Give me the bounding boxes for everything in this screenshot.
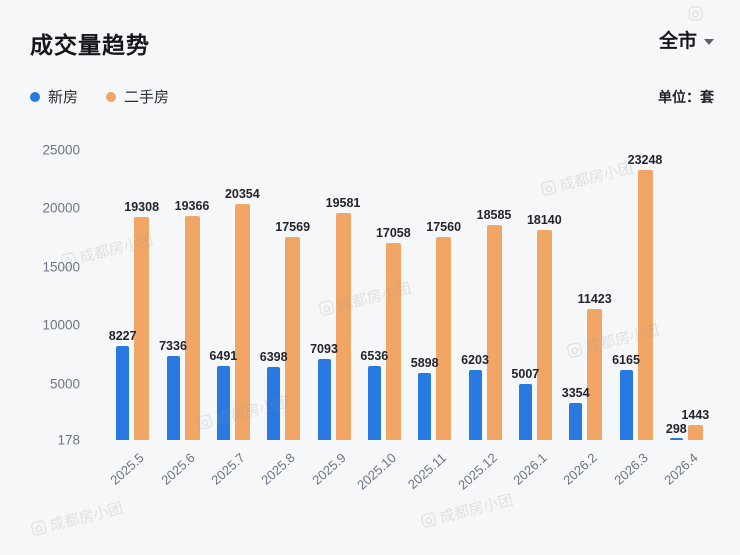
y-axis-tick: 20000	[18, 201, 80, 216]
chart-canvas: 25000 20000 15000 10000 5000 178 8227 19308 2025…	[18, 118, 722, 548]
bar	[620, 370, 633, 440]
bar-value-label: 20354	[225, 187, 260, 201]
legend-item-secondhand-homes[interactable]: 二手房	[106, 86, 169, 107]
bar	[167, 356, 180, 440]
chart-header: 成交量趋势 全市	[30, 26, 714, 60]
legend-label-secondhand-homes: 二手房	[124, 86, 169, 107]
bar	[688, 425, 703, 440]
x-axis-label: 2026.4	[661, 450, 701, 488]
bar	[587, 309, 602, 440]
bar-value-label: 5898	[411, 356, 439, 370]
bar-value-label: 11423	[578, 292, 612, 306]
x-axis-label: 2025.11	[405, 450, 449, 492]
bar	[267, 367, 280, 440]
unit-label: 单位：套	[658, 87, 714, 107]
bar	[469, 370, 482, 440]
bar-value-label: 6536	[360, 349, 388, 363]
bar-value-label: 5007	[511, 367, 539, 381]
bar	[436, 237, 451, 440]
legend-dot-blue	[30, 92, 40, 102]
bar-value-label: 298	[666, 422, 687, 436]
bar	[670, 438, 683, 440]
x-axis-label: 2026.3	[611, 450, 651, 488]
x-axis-label: 2025.12	[455, 450, 500, 493]
bar-value-label: 19581	[326, 196, 361, 210]
bar	[368, 366, 381, 440]
y-axis-tick: 5000	[18, 376, 80, 391]
bar-value-label: 6491	[209, 349, 237, 363]
legend-item-new-homes[interactable]: 新房	[30, 86, 78, 107]
y-axis-tick: 25000	[18, 143, 80, 158]
legend: 新房 二手房	[30, 86, 169, 107]
x-axis-label: 2025.8	[259, 450, 299, 488]
x-axis-label: 2025.6	[158, 450, 198, 488]
bar-value-label: 19366	[175, 199, 210, 213]
bar-value-label: 18140	[527, 213, 562, 227]
region-selector-label: 全市	[659, 26, 697, 53]
x-axis-label: 2026.2	[561, 450, 601, 488]
bar-value-label: 18585	[477, 208, 512, 222]
bar-value-label: 6398	[260, 350, 288, 364]
x-axis-label: 2025.10	[354, 450, 399, 493]
bar	[318, 359, 331, 440]
bar-value-label: 1443	[681, 408, 709, 422]
bar-value-label: 7336	[159, 339, 187, 353]
bar	[569, 403, 582, 440]
bar-value-label: 17058	[376, 226, 411, 240]
bar	[638, 170, 653, 440]
bar	[537, 230, 552, 440]
bar-value-label: 8227	[109, 329, 137, 343]
y-axis-tick: 178	[18, 433, 80, 448]
y-axis-tick: 10000	[18, 318, 80, 333]
bar	[487, 225, 502, 440]
bar	[217, 366, 230, 440]
bar	[418, 373, 431, 440]
legend-dot-orange	[106, 92, 116, 102]
legend-row: 新房 二手房 单位：套	[30, 86, 714, 107]
bar	[519, 384, 532, 440]
bar-value-label: 3354	[562, 386, 590, 400]
y-axis-tick: 15000	[18, 259, 80, 274]
x-axis-label: 2026.1	[510, 450, 550, 488]
bar-value-label: 17569	[275, 220, 310, 234]
bar-value-label: 19308	[124, 200, 159, 214]
bar-value-label: 6165	[612, 353, 640, 367]
bar-value-label: 17560	[426, 220, 461, 234]
bar	[185, 216, 200, 440]
legend-label-new-homes: 新房	[48, 86, 78, 107]
bar	[285, 237, 300, 440]
bar-value-label: 7093	[310, 342, 338, 356]
bar	[336, 213, 351, 440]
x-axis-label: 2025.7	[208, 450, 248, 488]
page-title: 成交量趋势	[30, 26, 150, 60]
volume-trend-panel: 成交量趋势 全市 新房 二手房 单位：套 25000 20000 15000 1000…	[0, 0, 740, 555]
x-axis-label: 2025.5	[108, 450, 148, 488]
bar	[116, 346, 129, 440]
chevron-down-icon	[704, 39, 714, 45]
bar	[386, 243, 401, 440]
bar-value-label: 6203	[461, 353, 489, 367]
bar-value-label: 23248	[628, 153, 663, 167]
bar	[235, 204, 250, 440]
region-selector[interactable]: 全市	[659, 26, 714, 53]
x-axis-label: 2025.9	[309, 450, 349, 488]
